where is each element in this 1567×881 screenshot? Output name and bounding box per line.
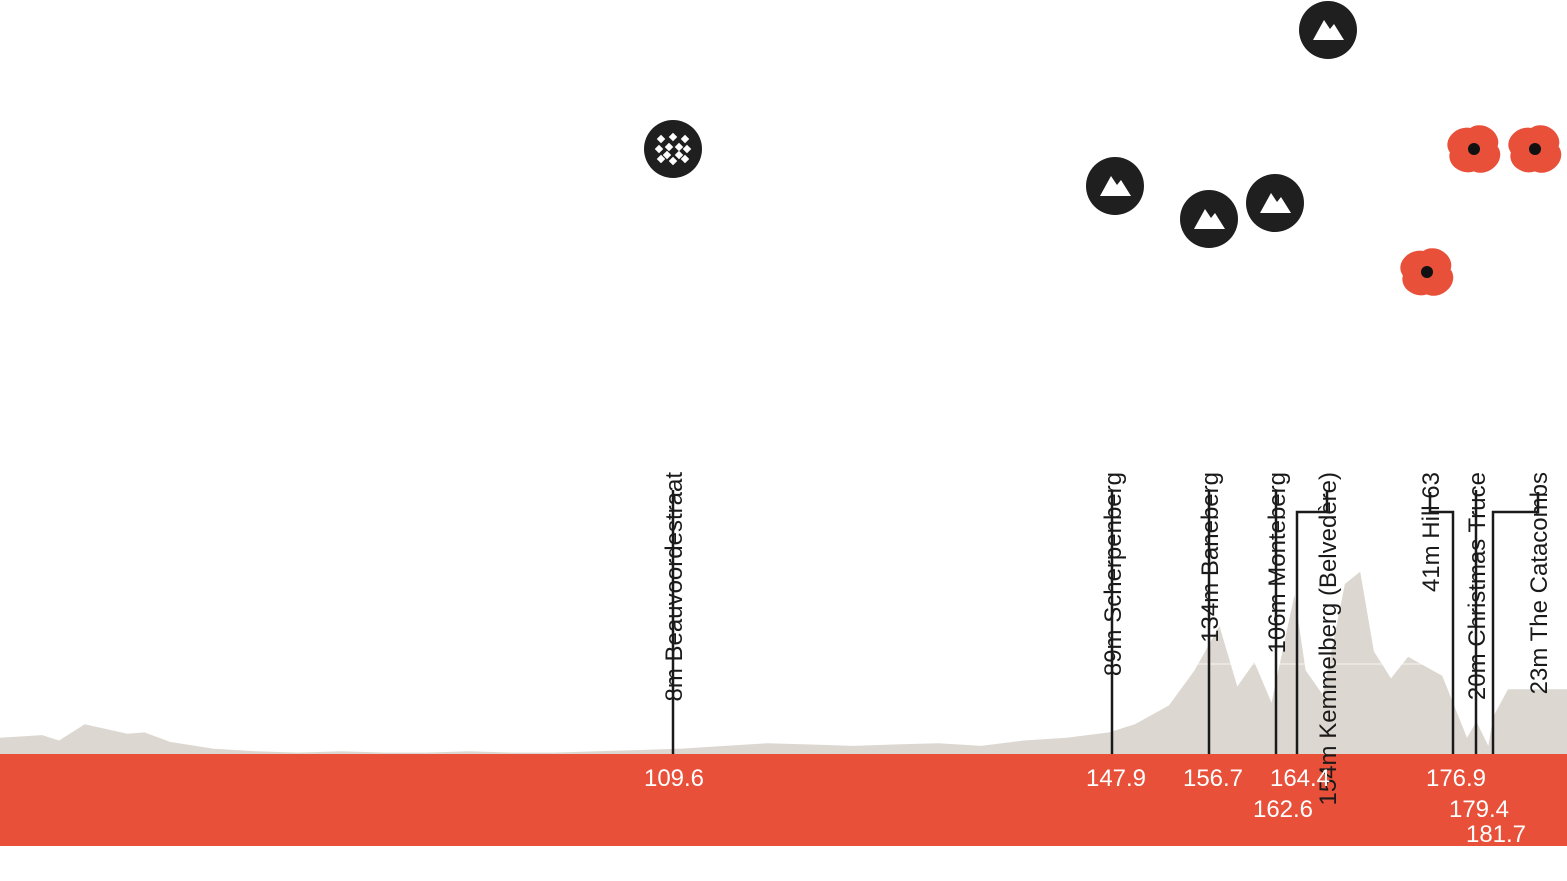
poppy-center <box>1421 266 1433 278</box>
climb-marker-106m-monteberg: 106m Monteberg 162.6 <box>1246 174 1313 823</box>
climb-label: 89m Scherpenberg <box>1100 472 1127 676</box>
mountain-glyph <box>1260 193 1291 213</box>
connector-line <box>1428 492 1455 754</box>
climb-label: 134m Baneberg <box>1197 472 1224 643</box>
poppy-center <box>1468 143 1480 155</box>
climb-label: 41m Hill 63 <box>1418 472 1445 592</box>
km-label: 179.4 <box>1449 796 1509 823</box>
climb-marker-23m-the-catacombs: 23m The Catacombs 181.7 <box>1466 125 1562 848</box>
mountain-glyph <box>1194 209 1225 229</box>
connector-line <box>1491 492 1540 754</box>
km-label: 181.7 <box>1466 821 1526 848</box>
climb-label: 154m Kemmelberg (Belvedère) <box>1315 472 1342 805</box>
poppy-center <box>1529 143 1541 155</box>
climb-markers: 8m Beauvoordestraat 109.6 89m Scherpenberg… <box>644 1 1562 848</box>
climb-label: 8m Beauvoordestraat <box>661 472 688 702</box>
km-label: 162.6 <box>1253 796 1313 823</box>
km-label: 147.9 <box>1086 765 1146 792</box>
climb-label: 106m Monteberg <box>1264 472 1291 653</box>
connector-line <box>1295 492 1329 754</box>
climb-marker-8m-beauvoordestraat: 8m Beauvoordestraat 109.6 <box>644 120 704 792</box>
climb-marker-89m-scherpenberg: 89m Scherpenberg 147.9 <box>1086 157 1146 792</box>
climb-marker-20m-christmas-truce: 20m Christmas Truce 179.4 <box>1447 125 1509 823</box>
km-label: 109.6 <box>644 765 704 792</box>
climb-label: 23m The Catacombs <box>1526 472 1553 694</box>
climb-marker-41m-hill-63: 41m Hill 63 176.9 <box>1400 248 1486 792</box>
km-label: 176.9 <box>1426 765 1486 792</box>
climb-marker-134m-baneberg: 134m Baneberg 156.7 <box>1180 190 1243 792</box>
elevation-profile-area <box>0 571 1567 754</box>
climb-label: 20m Christmas Truce <box>1464 472 1491 700</box>
climb-marker-154m-kemmelberg-belved-re: 154m Kemmelberg (Belvedère)164.4 <box>1270 1 1357 805</box>
km-label: 156.7 <box>1183 765 1243 792</box>
marker-disc <box>644 120 702 178</box>
mountain-glyph <box>1313 20 1344 40</box>
km-label: 164.4 <box>1270 765 1330 792</box>
mountain-glyph <box>1100 176 1131 196</box>
baseline-band <box>0 754 1567 846</box>
